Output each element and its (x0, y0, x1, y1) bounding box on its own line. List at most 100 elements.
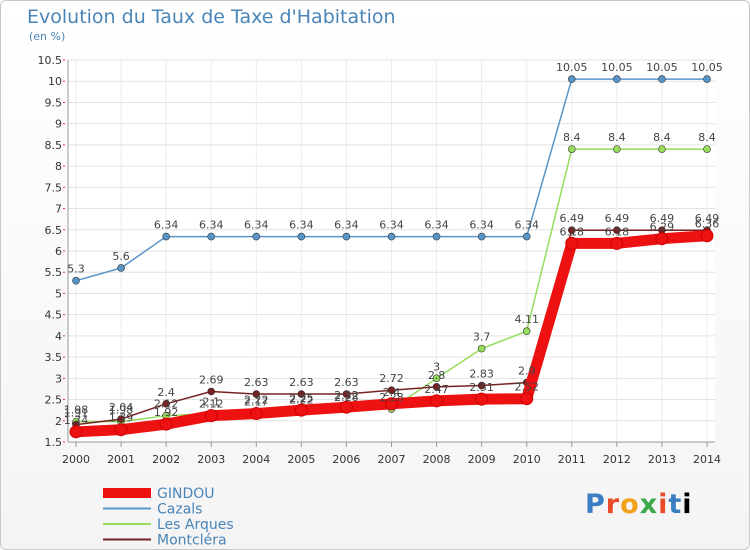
series-point-3 (567, 226, 576, 235)
series-point-3 (162, 399, 170, 408)
y-tick-label: 2 (55, 415, 62, 428)
proxiti-logo: Proxiti (585, 489, 693, 520)
data-label: 2.32 (334, 389, 359, 402)
y-tick-label: 3 (55, 372, 62, 385)
data-label: 1.74 (64, 414, 89, 427)
x-tick-label: 2007 (378, 453, 406, 466)
y-tick-label: 1.5 (45, 436, 63, 449)
data-label: 8.4 (608, 131, 626, 144)
data-label: 6.34 (514, 219, 539, 232)
x-tick-label: 2014 (693, 453, 721, 466)
series-point-1 (387, 232, 396, 241)
series-point-1 (342, 232, 351, 241)
data-label: 6.49 (650, 212, 675, 225)
data-label: 10.05 (556, 61, 588, 74)
series-point-1 (207, 232, 216, 241)
grid (68, 59, 715, 443)
legend-label: Montcléra (157, 533, 227, 549)
y-tick-label: 6.5 (45, 224, 63, 237)
series-point-0 (339, 400, 353, 414)
x-tick-label: 2001 (107, 453, 135, 466)
series-point-0 (159, 417, 173, 431)
chart-title: Evolution du Taux de Taxe d'Habitation (27, 6, 396, 28)
series-point-2 (613, 145, 621, 153)
data-label: 2.22 (289, 393, 314, 406)
y-tick-label: 4 (55, 330, 62, 343)
y-tick-label: 3.5 (45, 351, 63, 364)
data-label: 10.05 (601, 61, 633, 74)
series-point-2 (658, 145, 666, 153)
series-point-0 (565, 236, 579, 250)
series-point-1 (703, 75, 711, 83)
data-label: 2.63 (244, 376, 269, 389)
series-point-0 (430, 394, 444, 408)
data-label: 2.63 (334, 376, 359, 389)
data-label: 2.9 (518, 365, 536, 378)
axes: 1.5 2 2.5 3 3.5 4 4.5 5 5.5 6 6.5 7 7.5 8 8.5 9 9.5 10 10.… (38, 54, 722, 466)
data-label: 6.34 (334, 219, 359, 232)
data-label: 4.11 (514, 313, 539, 326)
legend-label: Les Arques (157, 517, 234, 533)
logo-letter: i (658, 489, 669, 520)
data-label: 6.49 (605, 212, 630, 225)
x-tick-label: 2011 (558, 453, 586, 466)
y-tick-label: 9 (55, 118, 62, 131)
series-point-3 (117, 415, 125, 423)
y-tick-label: 7 (55, 203, 62, 216)
series-point-3 (477, 381, 486, 390)
x-tick-label: 2005 (287, 453, 315, 466)
series-point-1 (252, 232, 261, 241)
data-label: 2.1 (202, 396, 220, 409)
logo-letter: o (620, 489, 640, 520)
data-label: 2.47 (424, 383, 449, 396)
legend-label: GINDOU (157, 486, 215, 502)
series-point-0 (385, 397, 398, 411)
data-label: 8.4 (563, 131, 581, 144)
data-label: 6.34 (199, 219, 224, 232)
logo-letter: P (585, 489, 606, 520)
x-tick-label: 2000 (62, 453, 90, 466)
data-label: 2.4 (157, 386, 175, 399)
data-label: 2.83 (469, 368, 494, 381)
series-point-1 (522, 232, 531, 241)
data-label: 6.34 (424, 219, 449, 232)
x-tick-label: 2008 (423, 453, 451, 466)
y-tick-label: 8.5 (45, 139, 63, 152)
data-label: 1.91 (64, 407, 89, 420)
data-label: 2.4 (383, 386, 401, 399)
series-point-0 (520, 392, 534, 406)
data-label: 2.12 (199, 398, 224, 411)
series-point-2 (477, 344, 486, 353)
data-label: 5.6 (112, 250, 130, 263)
data-label: 2.69 (199, 373, 224, 386)
series-point-1 (477, 232, 486, 241)
series-point-2 (432, 374, 441, 383)
x-tick-label: 2003 (197, 453, 225, 466)
logo-letter: r (605, 489, 621, 520)
x-tick-label: 2009 (468, 453, 496, 466)
data-label: 2.04 (109, 401, 134, 414)
series-point-0 (610, 236, 624, 250)
series-point-3 (387, 386, 396, 395)
logo-letter: x (639, 489, 659, 520)
series-point-0 (700, 229, 714, 243)
series-point-1 (567, 75, 576, 83)
x-tick-label: 2002 (152, 453, 180, 466)
data-label: 6.34 (154, 219, 179, 232)
series-point-0 (655, 232, 669, 246)
x-tick-label: 2006 (332, 453, 360, 466)
x-tick-label: 2012 (603, 453, 631, 466)
data-label: 5.3 (67, 263, 85, 276)
data-label: 2.51 (469, 381, 494, 394)
series-point-0 (249, 407, 263, 421)
data-label: 10.05 (646, 61, 678, 74)
data-label: 2.22 (244, 393, 269, 406)
data-label: 2.8 (428, 369, 446, 382)
unit-label: (en %) (29, 30, 66, 43)
series-point-2 (703, 145, 711, 153)
data-label: 2.63 (289, 376, 314, 389)
y-tick-label: 8 (55, 160, 62, 173)
